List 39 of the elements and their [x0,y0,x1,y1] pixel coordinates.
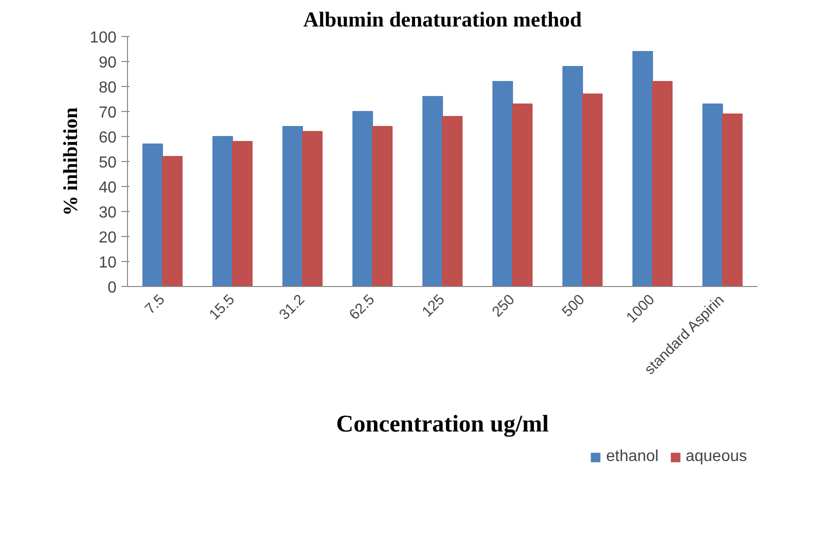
y-tick-label: 50 [98,154,117,172]
x-tick-label: 500 [560,292,588,320]
x-axis-title: Concentration ug/ml [336,412,550,438]
y-tick-label: 80 [98,80,117,96]
bar [422,96,443,286]
y-tick-label: 30 [98,204,117,222]
bar [282,126,303,286]
bar [652,81,673,286]
x-tick-label: 31.2 [276,292,308,324]
bar [562,66,583,286]
y-tick-label: 70 [98,104,117,122]
bar [512,104,533,286]
bar [582,94,603,286]
y-axis-title: % inhibition [60,107,82,216]
x-tick-label: 7.5 [142,292,168,318]
legend-label: ethanol [606,448,659,466]
bar [722,114,743,286]
chart-title: Albumin denaturation method [303,8,582,32]
x-tick-label: 125 [420,292,448,320]
bar [632,51,653,286]
y-tick-label: 60 [98,130,117,146]
legend-label: aqueous [686,448,747,466]
bar [162,156,183,286]
bar [702,104,723,286]
bar [352,111,373,286]
y-tick-label: 90 [98,54,117,72]
y-tick-label: 100 [90,30,117,46]
y-tick-label: 40 [98,180,117,196]
bar [442,116,463,286]
bar [212,136,233,286]
y-tick-label: 10 [98,254,117,272]
bar [492,81,513,286]
bar [372,126,393,286]
y-tick-label: 20 [98,230,117,246]
bar [302,131,323,286]
x-tick-label: 250 [490,292,518,320]
bar [142,144,163,286]
bar [232,141,253,286]
y-tick-label: 0 [108,280,117,296]
